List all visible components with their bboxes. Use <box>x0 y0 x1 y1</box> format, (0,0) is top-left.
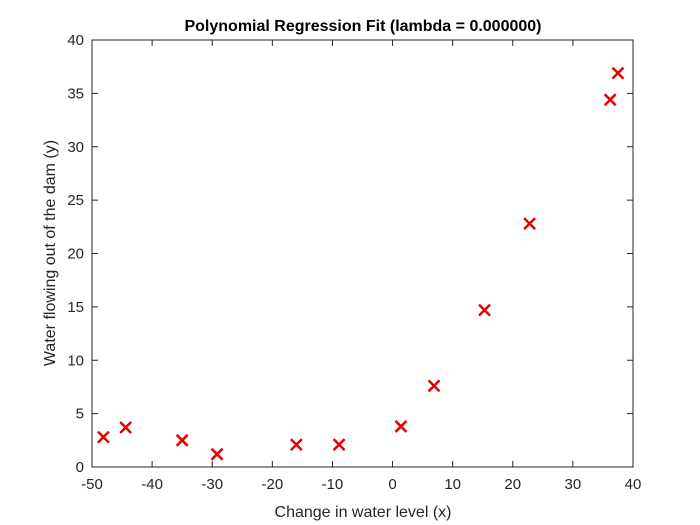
data-point <box>289 438 303 451</box>
y-axis-label: Water flowing out of the dam (y) <box>42 140 59 366</box>
x-tick-label: 0 <box>388 476 396 493</box>
x-tick-label: -30 <box>201 476 223 493</box>
ticks: -50 -40 -30 -20 -10 0 10 20 30 40 0 5 10 15 20 25 30 35 40 <box>67 32 641 493</box>
x-tick-label: 40 <box>625 476 642 493</box>
x-tick-label: -10 <box>322 476 344 493</box>
y-tick-label: 0 <box>76 459 84 476</box>
x-tick-label: -20 <box>261 476 283 493</box>
data-point <box>427 379 441 393</box>
data-point <box>332 438 346 451</box>
x-tick-label: 30 <box>565 476 582 493</box>
y-tick-label: 25 <box>67 192 84 209</box>
axes <box>91 39 634 468</box>
x-tick-label: -40 <box>141 476 163 493</box>
data-point <box>603 93 617 107</box>
y-tick-label: 30 <box>67 139 84 156</box>
x-tick-label: 20 <box>504 476 521 493</box>
plot-area <box>91 39 634 468</box>
x-axis-label: Change in water level (x) <box>275 504 452 521</box>
data-point <box>97 430 110 444</box>
data-point <box>523 217 536 230</box>
chart-title: Polynomial Regression Fit (lambda = 0.00… <box>184 18 541 35</box>
data-point <box>611 66 625 80</box>
data-point <box>394 420 408 433</box>
data-points <box>97 66 625 461</box>
y-tick-label: 20 <box>67 246 84 263</box>
y-tick-label: 10 <box>67 352 84 369</box>
y-tick-label: 40 <box>67 32 84 49</box>
y-tick-label: 15 <box>67 299 84 316</box>
y-tick-label: 35 <box>67 85 84 102</box>
data-point <box>175 433 189 447</box>
data-point <box>210 447 224 461</box>
y-tick-label: 5 <box>76 406 84 423</box>
data-point <box>119 421 133 434</box>
x-tick-label: -50 <box>81 476 103 493</box>
data-point <box>478 303 491 317</box>
x-tick-label: 10 <box>444 476 461 493</box>
